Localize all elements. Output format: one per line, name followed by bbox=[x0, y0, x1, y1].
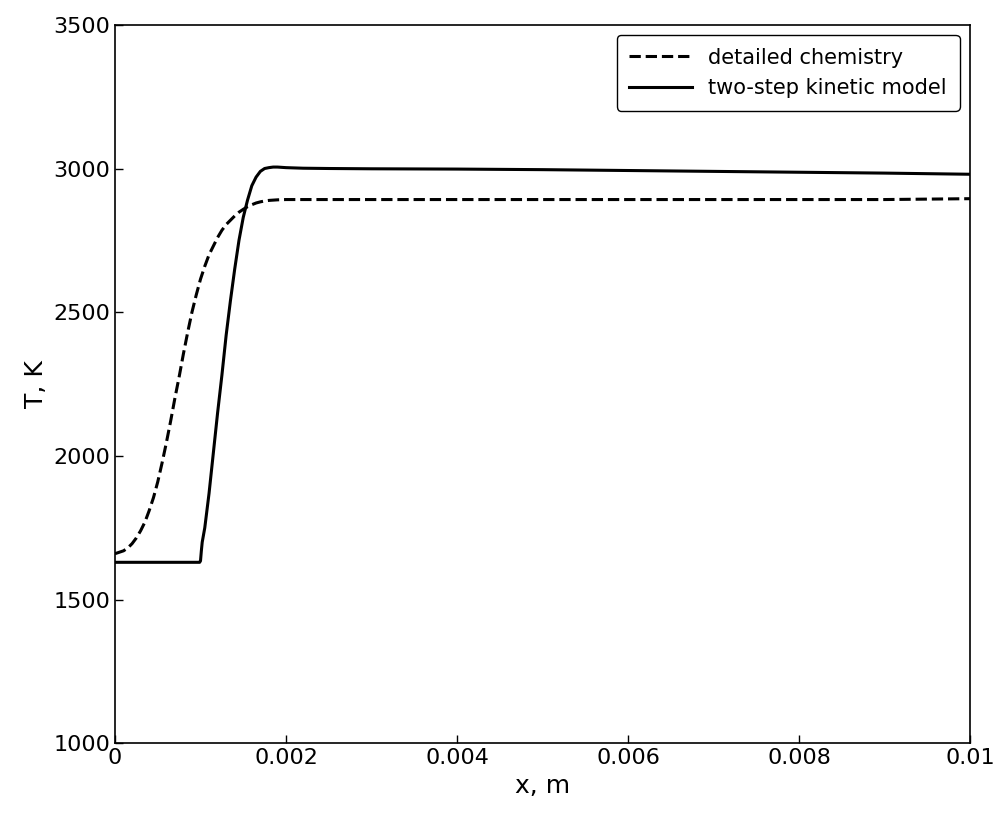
two-step kinetic model bbox=[622, 165, 634, 175]
two-step kinetic model bbox=[276, 163, 288, 173]
two-step kinetic model bbox=[242, 195, 254, 205]
two-step kinetic model bbox=[160, 558, 172, 567]
detailed chemistry bbox=[173, 372, 185, 382]
two-step kinetic model bbox=[195, 546, 207, 556]
two-step kinetic model bbox=[280, 163, 292, 173]
two-step kinetic model bbox=[177, 558, 189, 567]
two-step kinetic model bbox=[220, 330, 232, 340]
two-step kinetic model bbox=[233, 235, 245, 245]
two-step kinetic model bbox=[199, 523, 211, 533]
detailed chemistry bbox=[964, 194, 976, 204]
two-step kinetic model bbox=[186, 558, 198, 567]
two-step kinetic model bbox=[246, 181, 258, 191]
two-step kinetic model bbox=[216, 371, 228, 381]
two-step kinetic model bbox=[212, 408, 224, 418]
two-step kinetic model bbox=[254, 166, 266, 176]
two-step kinetic model bbox=[203, 488, 215, 498]
two-step kinetic model bbox=[259, 164, 271, 173]
two-step kinetic model bbox=[143, 558, 155, 567]
two-step kinetic model bbox=[229, 264, 241, 274]
two-step kinetic model bbox=[224, 296, 236, 306]
two-step kinetic model bbox=[207, 449, 219, 458]
two-step kinetic model bbox=[250, 172, 262, 182]
two-step kinetic model bbox=[118, 558, 130, 567]
detailed chemistry bbox=[177, 349, 189, 358]
two-step kinetic model bbox=[708, 166, 720, 176]
X-axis label: x, m: x, m bbox=[515, 774, 570, 798]
two-step kinetic model bbox=[267, 162, 279, 172]
detailed chemistry bbox=[250, 198, 262, 208]
two-step kinetic model bbox=[536, 164, 548, 174]
detailed chemistry bbox=[878, 195, 890, 205]
Y-axis label: T, K: T, K bbox=[24, 360, 48, 408]
two-step kinetic model bbox=[194, 558, 206, 567]
two-step kinetic model bbox=[297, 164, 309, 173]
two-step kinetic model bbox=[190, 558, 202, 567]
detailed chemistry bbox=[109, 548, 121, 558]
two-step kinetic model bbox=[323, 164, 335, 173]
two-step kinetic model bbox=[237, 212, 249, 222]
two-step kinetic model bbox=[878, 169, 890, 178]
two-step kinetic model bbox=[451, 164, 463, 174]
two-step kinetic model bbox=[152, 558, 164, 567]
two-step kinetic model bbox=[271, 162, 283, 172]
two-step kinetic model bbox=[194, 556, 207, 566]
two-step kinetic model bbox=[196, 537, 208, 547]
two-step kinetic model bbox=[109, 558, 121, 567]
Legend: detailed chemistry, two-step kinetic model: detailed chemistry, two-step kinetic mod… bbox=[617, 36, 960, 111]
two-step kinetic model bbox=[289, 163, 301, 173]
two-step kinetic model bbox=[169, 558, 181, 567]
Line: detailed chemistry: detailed chemistry bbox=[115, 199, 970, 553]
two-step kinetic model bbox=[964, 169, 976, 179]
Line: two-step kinetic model: two-step kinetic model bbox=[115, 167, 970, 563]
two-step kinetic model bbox=[135, 558, 147, 567]
two-step kinetic model bbox=[263, 163, 275, 173]
detailed chemistry bbox=[263, 196, 275, 206]
two-step kinetic model bbox=[366, 164, 378, 173]
two-step kinetic model bbox=[126, 558, 138, 567]
detailed chemistry bbox=[156, 458, 168, 468]
two-step kinetic model bbox=[793, 168, 805, 178]
